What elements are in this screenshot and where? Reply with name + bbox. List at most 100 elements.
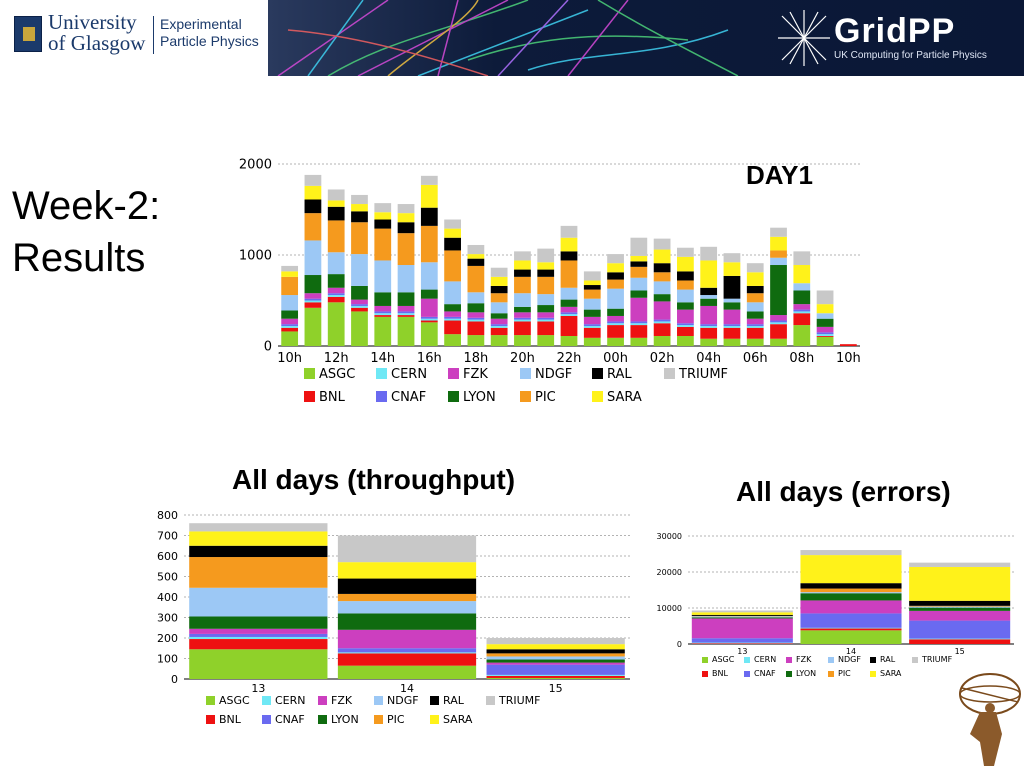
bar-segment-triumf-06h — [746, 263, 764, 273]
legend-label-sara: SARA — [880, 669, 902, 678]
y-tick-label: 500 — [157, 570, 178, 583]
bar-segment-triumf-23h — [583, 271, 601, 281]
legend-swatch-ndgf — [520, 368, 531, 379]
bar-segment-cern-13 — [189, 636, 328, 640]
day1-label: DAY1 — [746, 160, 813, 190]
bar-segment-sara-11h — [304, 185, 322, 200]
bar-segment-triumf-18h — [467, 244, 485, 255]
bar-segment-fzk-08h — [793, 304, 811, 310]
legend-label-pic: PIC — [387, 713, 405, 726]
bar-segment-fzk-02h — [653, 301, 671, 320]
bar-segment-pic-17h — [444, 250, 461, 282]
university-name-line1: University — [48, 10, 137, 34]
bar-segment-asgc-18h — [467, 335, 485, 346]
bar-segment-cern-13 — [691, 642, 793, 644]
bar-segment-triumf-22h — [560, 225, 578, 238]
bar-segment-triumf-02h — [653, 238, 671, 250]
bar-segment-pic-23h — [583, 289, 601, 299]
legend-label-fzk: FZK — [331, 694, 353, 707]
bar-segment-pic-10h — [281, 276, 299, 296]
bar-segment-fzk-19h — [490, 318, 508, 325]
legend-swatch-fzk — [448, 368, 459, 379]
throughput-chart: 0 100 200 300 400 500 600 700 800 13 14 15 ASGC CERN F… — [157, 509, 630, 726]
legend-label-triumf: TRIUMF — [498, 694, 540, 707]
legend-label-bnl: BNL — [712, 669, 728, 678]
bar-segment-pic-13h — [351, 222, 368, 255]
bar-segment-sara-16h — [420, 184, 438, 208]
legend-swatch-asgc — [702, 657, 708, 663]
legend-swatch-pic — [520, 391, 531, 402]
bar-segment-cnaf-01h — [630, 321, 648, 324]
legend-label-lyon: LYON — [331, 713, 359, 726]
bar-segment-ndgf-06h — [746, 302, 764, 312]
bar-segment-cnaf-12h — [327, 293, 345, 296]
bar-segment-fzk-13 — [189, 628, 328, 634]
bar-segment-cern-15h — [397, 313, 415, 316]
legend-label-ral: RAL — [607, 367, 632, 382]
bar-segment-bnl-13h — [351, 307, 368, 312]
bar-segment-asgc-05h — [723, 338, 741, 346]
bar-segment-asgc-01h — [630, 337, 648, 346]
bar-segment-lyon-18h — [467, 303, 485, 313]
legend-label-cnaf: CNAF — [391, 390, 426, 405]
legend-swatch-lyon — [318, 715, 327, 724]
legend-swatch-cnaf — [262, 715, 271, 724]
y-tick-label: 400 — [157, 591, 178, 604]
bar-segment-asgc-08h — [793, 325, 811, 346]
bar-segment-lyon-08h — [793, 290, 811, 305]
bar-segment-ndgf-23h — [583, 298, 601, 310]
bar-segment-cnaf-03h — [677, 323, 694, 326]
bar-segment-cern-12h — [327, 295, 345, 297]
legend-swatch-lyon — [786, 671, 792, 677]
bar-segment-ral-20h — [514, 269, 531, 277]
y-tick-label: 20000 — [657, 568, 682, 577]
bar-segment-pic-19h — [490, 293, 508, 303]
x-tick-label: 13 — [737, 647, 747, 656]
bar-segment-lyon-09h — [816, 318, 834, 327]
y-tick-label: 100 — [157, 652, 178, 665]
bar-segment-pic-15 — [909, 605, 1011, 607]
bar-segment-ral-14 — [800, 583, 902, 589]
bar-segment-cern-13h — [351, 305, 368, 308]
bar-segment-ral-15 — [909, 600, 1011, 606]
bar-segment-asgc-15 — [486, 677, 625, 679]
y-tick-label: 0 — [264, 340, 272, 355]
legend-label-cern: CERN — [754, 655, 776, 664]
y-tick-label: 1000 — [239, 249, 272, 264]
bar-segment-fzk-13 — [691, 618, 793, 639]
bar-segment-triumf-03h — [677, 247, 694, 257]
bar-segment-pic-14 — [337, 593, 477, 602]
bar-segment-triumf-15h — [397, 204, 415, 214]
bar-segment-sara-14 — [800, 555, 902, 584]
bar-segment-ndgf-15h — [397, 265, 415, 293]
bar-segment-cern-14 — [337, 652, 477, 654]
bar-segment-lyon-11h — [304, 275, 322, 294]
bar-segment-ndgf-20h — [514, 293, 531, 307]
bar-segment-cern-00h — [607, 323, 624, 326]
bar-segment-ral-03h — [677, 271, 694, 281]
bar-segment-pic-18h — [467, 265, 485, 293]
bar-segment-ndgf-14 — [337, 601, 477, 614]
legend-label-ral: RAL — [443, 694, 465, 707]
bar-segment-bnl-16h — [420, 320, 438, 323]
bar-segment-ndgf-19h — [490, 302, 508, 314]
bar-segment-fzk-22h — [560, 306, 578, 313]
bar-segment-ral-18h — [467, 258, 485, 266]
bar-segment-cern-09h — [816, 334, 834, 336]
bar-segment-triumf-05h — [723, 253, 741, 263]
bar-segment-asgc-09h — [816, 336, 834, 346]
y-tick-label: 800 — [157, 509, 178, 522]
bar-segment-asgc-11h — [304, 307, 322, 346]
legend-swatch-sara — [430, 715, 439, 724]
bar-segment-sara-15h — [397, 213, 415, 223]
bar-segment-triumf-14 — [800, 550, 902, 556]
bar-segment-cnaf-09h — [816, 332, 834, 335]
bar-segment-triumf-00h — [607, 254, 624, 264]
legend-label-cnaf: CNAF — [754, 669, 776, 678]
bar-segment-lyon-13 — [189, 616, 328, 629]
bar-segment-ndgf-15 — [909, 606, 1011, 608]
bar-segment-pic-15h — [397, 233, 415, 266]
legend-swatch-fzk — [786, 657, 792, 663]
bar-segment-lyon-00h — [607, 308, 624, 316]
bar-segment-ndgf-04h — [700, 295, 718, 299]
